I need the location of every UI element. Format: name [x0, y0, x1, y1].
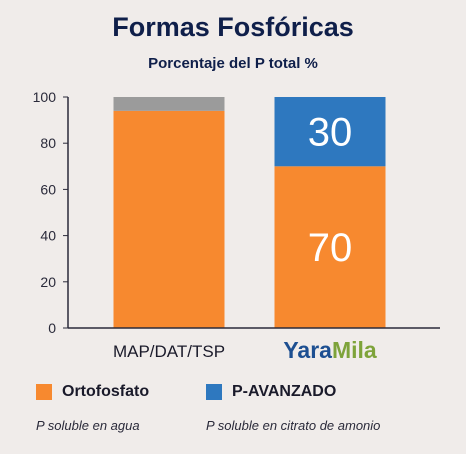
legend-item-ortofosfato: Ortofosfato	[36, 383, 149, 401]
chart-title: Formas Fosfóricas	[112, 12, 354, 42]
x-tick-label: MAP/DAT/TSP	[113, 342, 225, 361]
legend-sublabel-ortofosfato: P soluble en agua	[36, 418, 140, 433]
y-tick-label: 40	[40, 228, 56, 244]
bar-data-label: 30	[308, 111, 353, 155]
y-tick-label: 80	[40, 135, 56, 151]
y-tick-label: 0	[48, 320, 56, 336]
legend-label-ortofosfato: Ortofosfato	[62, 383, 150, 400]
bar-segment	[113, 110, 225, 328]
y-tick-label: 20	[40, 274, 56, 290]
legend-item-p-avanzado: P-AVANZADO	[206, 383, 336, 401]
bar-segment	[274, 97, 386, 167]
bar-segment	[113, 97, 225, 111]
legend-swatch-ortofosfato	[36, 384, 52, 400]
y-axis: 0 20 40 60 80 100	[33, 89, 69, 336]
bars: 70 30	[113, 97, 386, 328]
chart-subtitle: Porcentaje del P total %	[148, 55, 318, 72]
bar-segment	[274, 166, 386, 328]
legend-swatch-p-avanzado	[206, 384, 222, 400]
y-tick-label: 60	[40, 181, 56, 197]
x-axis: MAP/DAT/TSP YaraMila	[68, 327, 440, 363]
y-tick-label: 100	[33, 89, 57, 105]
bar-data-label: 70	[308, 226, 353, 270]
legend-sublabel-p-avanzado: P soluble en citrato de amonio	[206, 418, 381, 433]
x-tick-label-yaramila: YaraMila	[283, 337, 377, 363]
legend-label-p-avanzado: P-AVANZADO	[232, 383, 337, 400]
